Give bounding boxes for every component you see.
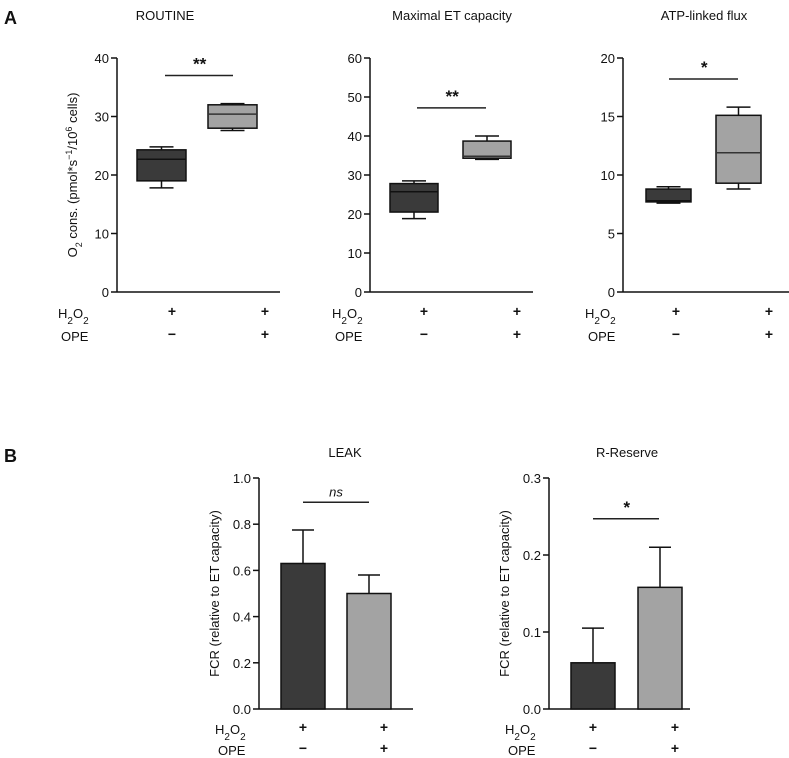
y-tick-label: 40 bbox=[348, 129, 362, 144]
h2o2-indicator: + bbox=[671, 719, 679, 735]
y-axis-label: FCR (relative to ET capacity) bbox=[497, 510, 512, 677]
h2o2-indicator: + bbox=[299, 719, 307, 735]
row-label-ope: OPE bbox=[508, 743, 536, 758]
y-axis-label: O2 cons. (pmol*s−1/106 cells) bbox=[64, 93, 84, 258]
y-tick-label: 40 bbox=[95, 51, 109, 66]
y-tick-label: 0.0 bbox=[233, 702, 251, 717]
y-tick-label: 30 bbox=[95, 110, 109, 125]
bar bbox=[570, 662, 616, 710]
h2o2-indicator: + bbox=[261, 303, 269, 319]
y-tick-label: 0.3 bbox=[523, 471, 541, 486]
y-tick-label: 15 bbox=[601, 110, 615, 125]
ope-indicator: − bbox=[589, 740, 597, 756]
bar bbox=[280, 562, 326, 710]
chart-title: ROUTINE bbox=[136, 8, 195, 23]
box bbox=[389, 182, 439, 213]
plot-maximal-et-capacity: Maximal ET capacity 0 10 20 30 40 50 60 + − + + ** H2… bbox=[332, 8, 533, 344]
y-tick-label: 10 bbox=[348, 246, 362, 261]
y-tick-label: 20 bbox=[95, 168, 109, 183]
plot-r-reserve: R-Reserve 0.0 0.1 0.2 0.3 FCR (relative to ET… bbox=[497, 445, 690, 758]
row-label-ope: OPE bbox=[218, 743, 246, 758]
significance-label: ** bbox=[445, 87, 460, 106]
ope-indicator: − bbox=[420, 326, 428, 342]
y-tick-label: 10 bbox=[95, 227, 109, 242]
row-label-ope: OPE bbox=[61, 329, 89, 344]
panel-label-a: A bbox=[4, 8, 17, 28]
significance-label: ** bbox=[192, 55, 207, 74]
ope-indicator: + bbox=[261, 326, 269, 342]
y-tick-label: 0 bbox=[102, 285, 109, 300]
y-tick-label: 20 bbox=[601, 51, 615, 66]
box bbox=[645, 188, 692, 203]
ope-indicator: + bbox=[765, 326, 773, 342]
y-tick-label: 50 bbox=[348, 90, 362, 105]
h2o2-indicator: + bbox=[672, 303, 680, 319]
plot-leak: LEAK 0.0 0.2 0.4 0.6 0.8 1.0 FCR (relative to E… bbox=[207, 445, 413, 758]
row-label-h2o2: H2O2 bbox=[505, 722, 536, 743]
h2o2-indicator: + bbox=[589, 719, 597, 735]
row-label-ope: OPE bbox=[588, 329, 616, 344]
ope-indicator: − bbox=[299, 740, 307, 756]
y-tick-label: 10 bbox=[601, 168, 615, 183]
y-tick-label: 0.0 bbox=[523, 702, 541, 717]
significance-label: ns bbox=[329, 484, 343, 499]
y-tick-label: 0.4 bbox=[233, 610, 251, 625]
box bbox=[462, 140, 512, 159]
significance-label: * bbox=[623, 498, 631, 517]
row-label-h2o2: H2O2 bbox=[585, 306, 616, 327]
box bbox=[136, 149, 187, 182]
chart-title: R-Reserve bbox=[596, 445, 658, 460]
chart-title: Maximal ET capacity bbox=[392, 8, 512, 23]
panel-label-b: B bbox=[4, 446, 17, 466]
plot-routine: ROUTINE 0 10 20 30 40 O2 cons. (pmol*s−1/106 c… bbox=[58, 8, 280, 344]
y-tick-label: 5 bbox=[608, 227, 615, 242]
h2o2-indicator: + bbox=[765, 303, 773, 319]
y-tick-label: 0.8 bbox=[233, 517, 251, 532]
y-tick-label: 0.1 bbox=[523, 625, 541, 640]
y-tick-label: 60 bbox=[348, 51, 362, 66]
y-tick-label: 0.2 bbox=[233, 656, 251, 671]
row-label-h2o2: H2O2 bbox=[332, 306, 363, 327]
chart-title: ATP-linked flux bbox=[661, 8, 748, 23]
row-label-h2o2: H2O2 bbox=[58, 306, 89, 327]
ope-indicator: + bbox=[671, 740, 679, 756]
ope-indicator: − bbox=[672, 326, 680, 342]
h2o2-indicator: + bbox=[380, 719, 388, 735]
h2o2-indicator: + bbox=[168, 303, 176, 319]
chart-title: LEAK bbox=[328, 445, 362, 460]
box bbox=[207, 104, 258, 129]
bar bbox=[346, 592, 392, 710]
row-label-h2o2: H2O2 bbox=[215, 722, 246, 743]
h2o2-indicator: + bbox=[513, 303, 521, 319]
ope-indicator: − bbox=[168, 326, 176, 342]
y-tick-label: 0.2 bbox=[523, 548, 541, 563]
y-tick-label: 0.6 bbox=[233, 563, 251, 578]
box bbox=[715, 114, 762, 184]
y-tick-label: 0 bbox=[608, 285, 615, 300]
y-tick-label: 20 bbox=[348, 207, 362, 222]
bar bbox=[637, 586, 683, 710]
y-tick-label: 0 bbox=[355, 285, 362, 300]
ope-indicator: + bbox=[513, 326, 521, 342]
y-tick-label: 30 bbox=[348, 168, 362, 183]
h2o2-indicator: + bbox=[420, 303, 428, 319]
ope-indicator: + bbox=[380, 740, 388, 756]
significance-label: * bbox=[700, 58, 708, 77]
plot-atp-linked-flux: ATP-linked flux 0 5 10 15 20 + − + + * H2O2 OPE bbox=[585, 8, 789, 344]
y-tick-label: 1.0 bbox=[233, 471, 251, 486]
y-axis-label: FCR (relative to ET capacity) bbox=[207, 510, 222, 677]
row-label-ope: OPE bbox=[335, 329, 363, 344]
